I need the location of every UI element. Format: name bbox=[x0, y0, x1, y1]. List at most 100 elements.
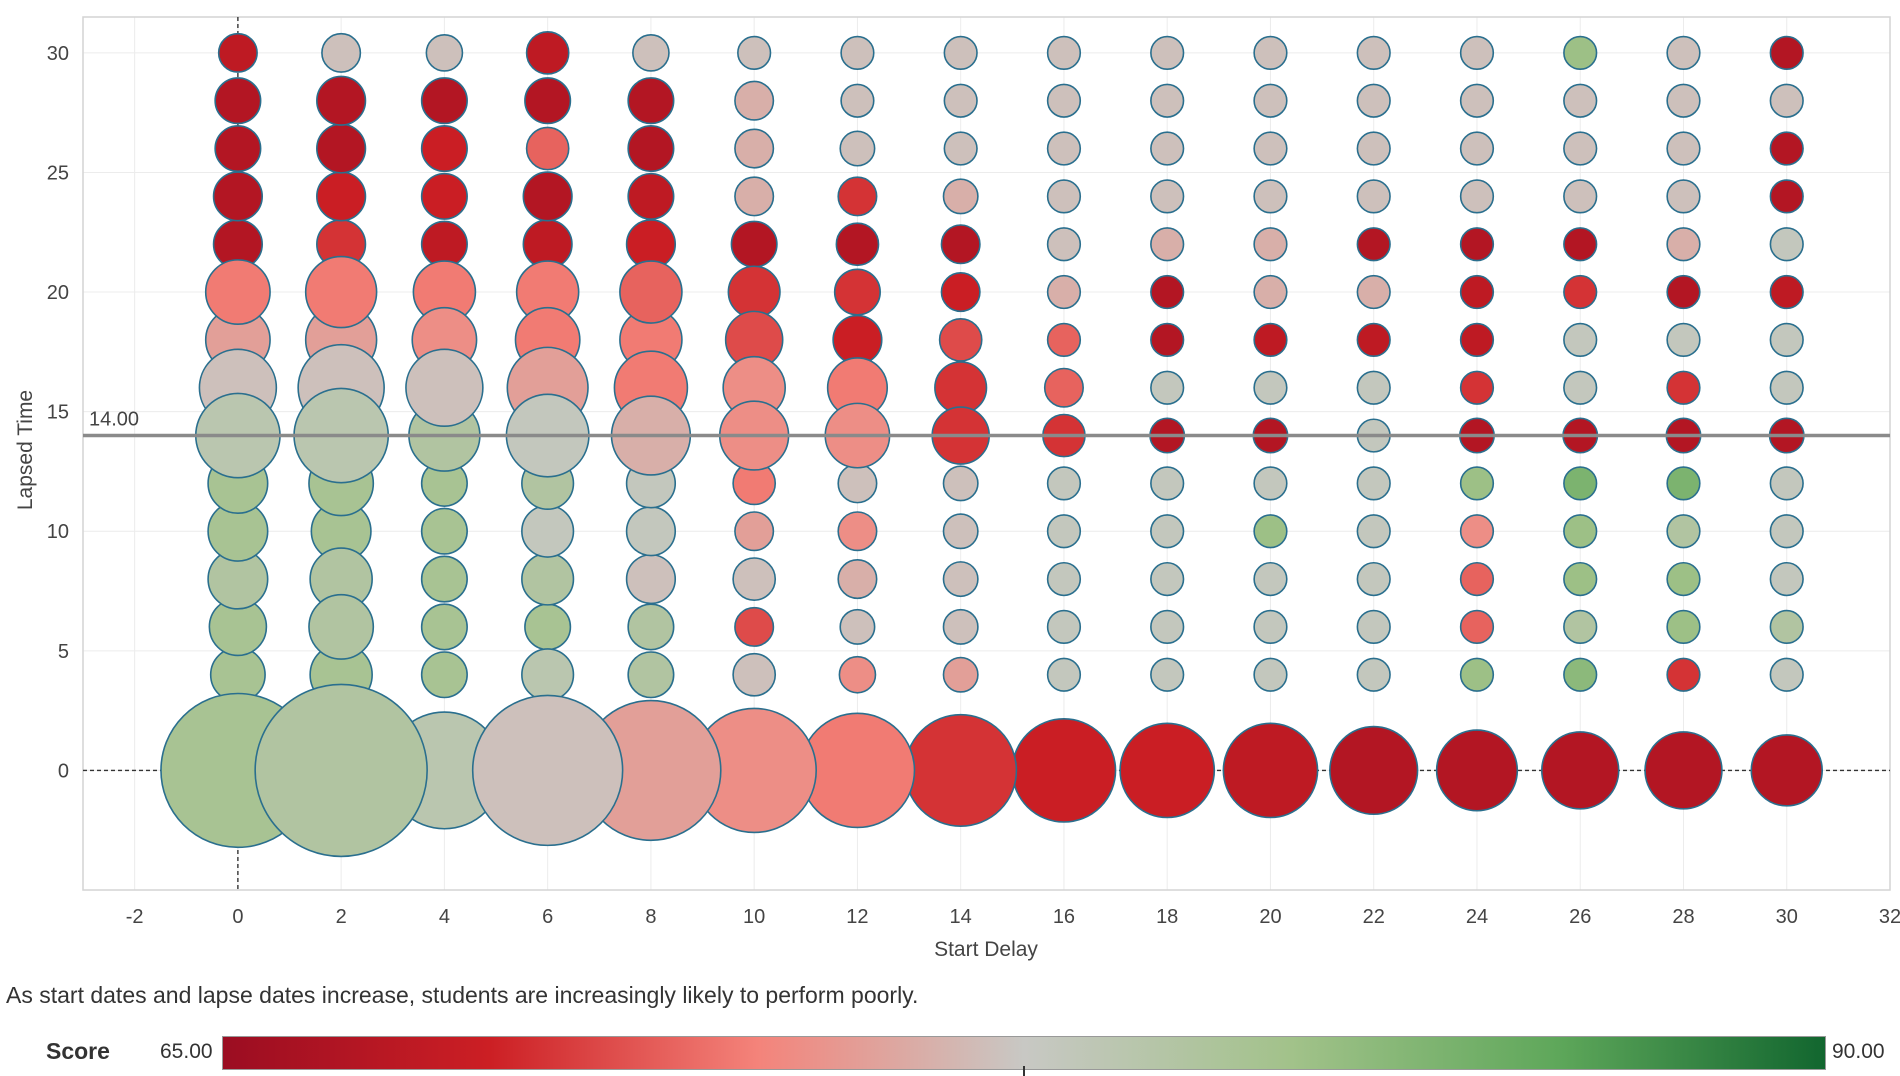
bubble-point bbox=[1666, 370, 1701, 405]
bubble-point bbox=[1769, 514, 1804, 549]
x-tick-label: 22 bbox=[1363, 906, 1385, 928]
bubble-point bbox=[1356, 35, 1391, 70]
bubble-point bbox=[217, 32, 258, 73]
bubble-point bbox=[625, 506, 677, 557]
bubble-point bbox=[1046, 83, 1082, 118]
bubble-point bbox=[734, 606, 775, 647]
x-tick-label: -2 bbox=[126, 906, 144, 928]
bubble-point bbox=[943, 83, 978, 118]
bubble-point bbox=[316, 171, 367, 222]
x-axis-label: Start Delay bbox=[934, 938, 1038, 961]
bubble-point bbox=[1150, 227, 1185, 262]
y-axis-label: Lapsed Time bbox=[14, 390, 37, 510]
bubble-point bbox=[1222, 722, 1319, 819]
legend-value-marker bbox=[1023, 1066, 1025, 1076]
bubble-point bbox=[1356, 466, 1391, 501]
bubble-point bbox=[619, 260, 683, 324]
reference-line: 14.00 bbox=[83, 409, 1890, 438]
bubble-point bbox=[1666, 131, 1701, 166]
bubble-point bbox=[521, 552, 575, 606]
bubble-point bbox=[1150, 131, 1185, 166]
bubble-point bbox=[420, 77, 468, 125]
y-tick-label: 10 bbox=[47, 521, 69, 543]
bubble-point bbox=[1253, 561, 1288, 597]
x-tick-label: 2 bbox=[336, 906, 347, 928]
x-tick-label: 6 bbox=[542, 906, 553, 928]
bubble-point bbox=[627, 77, 675, 125]
bubble-point bbox=[1769, 561, 1804, 597]
bubble-point bbox=[1253, 35, 1288, 70]
bubble-point bbox=[1563, 35, 1598, 70]
bubble-point bbox=[627, 651, 675, 699]
x-tick-label: 12 bbox=[846, 906, 868, 928]
x-tick-label: 4 bbox=[439, 906, 450, 928]
bubble-point bbox=[727, 265, 781, 319]
bubble-point bbox=[405, 348, 484, 427]
bubble-point bbox=[1046, 609, 1082, 645]
bubble-point bbox=[837, 511, 878, 552]
bubble-point bbox=[420, 507, 468, 555]
bubble-point bbox=[732, 557, 777, 601]
bubble-point bbox=[1253, 83, 1288, 118]
bubble-point bbox=[1459, 83, 1495, 118]
bubble-point bbox=[1011, 718, 1117, 823]
bubble-point bbox=[304, 255, 378, 329]
bubble-point bbox=[1459, 227, 1495, 262]
bubble-point bbox=[1253, 227, 1288, 262]
bubble-point bbox=[1356, 370, 1391, 405]
bubble-point bbox=[942, 561, 979, 598]
bubble-point bbox=[1769, 370, 1804, 405]
bubble-point bbox=[942, 178, 979, 215]
bubble-point bbox=[1356, 657, 1391, 692]
bubble-point bbox=[1459, 514, 1495, 549]
bubble-point bbox=[1644, 731, 1723, 810]
x-tick-label: 0 bbox=[232, 906, 243, 928]
bubble-point bbox=[425, 34, 464, 72]
bubble-point bbox=[1666, 35, 1701, 70]
bubble-point bbox=[943, 131, 978, 166]
bubble-point bbox=[1046, 131, 1082, 166]
y-tick-label: 15 bbox=[47, 402, 69, 424]
bubble-point bbox=[837, 463, 878, 504]
bubble-point bbox=[1150, 609, 1185, 645]
bubble-point bbox=[525, 31, 570, 75]
chart-caption: As start dates and lapse dates increase,… bbox=[6, 982, 919, 1008]
bubble-point bbox=[832, 314, 883, 366]
bubble-point bbox=[204, 259, 271, 326]
bubble-point bbox=[1769, 35, 1804, 70]
bubble-point bbox=[522, 171, 573, 222]
bubble-point bbox=[1150, 179, 1185, 214]
bubble-point bbox=[737, 35, 772, 70]
bubble-point bbox=[938, 318, 983, 362]
bubble-point bbox=[1563, 274, 1598, 310]
bubble-point bbox=[1253, 657, 1288, 692]
bubble-point bbox=[1459, 274, 1495, 310]
x-tick-label: 8 bbox=[645, 906, 656, 928]
bubble-point bbox=[625, 553, 677, 605]
bubble-point bbox=[1563, 609, 1598, 645]
x-tick-label: 32 bbox=[1879, 906, 1900, 928]
bubble-point bbox=[1459, 35, 1495, 70]
bubble-point bbox=[1666, 609, 1701, 645]
bubble-point bbox=[1563, 561, 1598, 597]
bubble-point bbox=[904, 713, 1018, 827]
bubble-point bbox=[1253, 514, 1288, 549]
bubble-point bbox=[1459, 466, 1495, 501]
legend-max-label: 90.00 bbox=[1832, 1040, 1885, 1063]
legend-title: Score bbox=[46, 1038, 110, 1064]
bubble-point bbox=[734, 176, 775, 217]
bubble-point bbox=[837, 176, 878, 217]
bubble-point bbox=[1769, 274, 1804, 310]
bubble-point bbox=[308, 593, 375, 660]
bubble-point bbox=[934, 361, 988, 415]
bubble-point bbox=[1356, 561, 1391, 597]
bubble-point bbox=[1563, 131, 1598, 166]
bubble-point bbox=[1435, 729, 1519, 812]
bubble-point bbox=[1563, 179, 1598, 214]
bubble-point bbox=[1356, 179, 1391, 214]
bubble-point bbox=[1459, 179, 1495, 214]
bubble-point bbox=[1356, 514, 1391, 549]
bubble-point bbox=[420, 220, 468, 268]
bubble-point bbox=[212, 171, 264, 222]
bubble-point bbox=[1046, 35, 1082, 70]
